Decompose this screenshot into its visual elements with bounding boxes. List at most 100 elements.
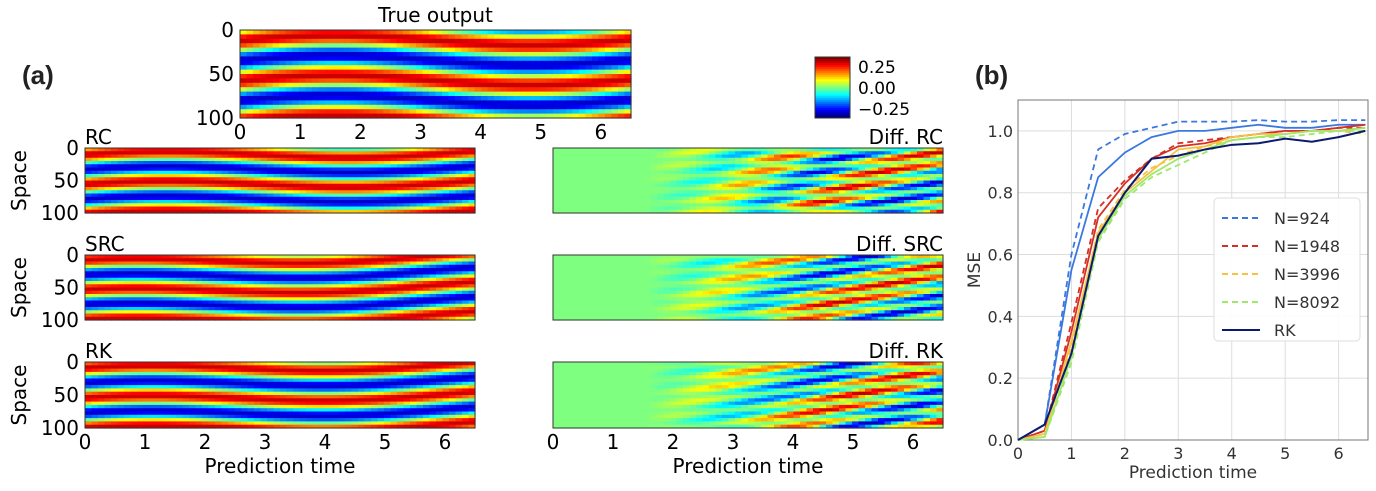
heatmap-cell [410, 151, 418, 156]
heatmap-cell [559, 91, 567, 97]
heatmap-cell [195, 200, 203, 204]
heatmap-cell [487, 38, 495, 44]
heatmap-cell [319, 151, 327, 156]
heatmap-cell [267, 414, 275, 419]
heatmap-cell [500, 109, 508, 115]
heatmap-cell [371, 294, 379, 298]
heatmap-cell [513, 74, 521, 79]
heatmap-cell [299, 378, 307, 383]
heatmap-cell [455, 261, 463, 266]
heatmap-cell [91, 365, 99, 370]
heatmap-cell [163, 297, 171, 302]
heatmap-cell [384, 180, 392, 185]
heatmap-cell [189, 362, 197, 366]
heatmap-cell [286, 203, 294, 208]
heatmap-cell [311, 91, 319, 97]
heatmap-cell [228, 310, 236, 315]
heatmap-cell [298, 87, 306, 93]
heatmap-cell [364, 148, 372, 152]
heatmap-cell [520, 38, 528, 44]
heatmap-cell [553, 183, 561, 188]
heatmap-cell [617, 30, 626, 35]
heatmap-cell [390, 271, 398, 276]
heatmap-cell [429, 151, 437, 156]
heatmap-cell [566, 157, 574, 162]
heatmap-cell [338, 177, 346, 182]
heatmap-cell [351, 418, 359, 422]
heatmap-cell [598, 100, 606, 106]
heatmap-cell [351, 421, 359, 426]
heatmap-cell [111, 287, 119, 292]
heatmap-cell [228, 261, 236, 266]
heatmap-cell [254, 268, 262, 272]
heatmap-cell [325, 307, 333, 311]
heatmap-cell [163, 365, 171, 370]
heatmap-cell [254, 408, 262, 413]
heatmap-cell [442, 401, 450, 406]
heatmap-cell [312, 421, 320, 426]
heatmap-cell [260, 271, 268, 276]
heatmap-cell [449, 196, 457, 201]
heatmap-cell [104, 258, 112, 263]
heatmap-cell [150, 148, 158, 152]
heatmap-cell [383, 82, 391, 88]
heatmap-cell [553, 206, 561, 211]
heatmap-cell [533, 30, 541, 35]
heatmap-cell [280, 167, 288, 172]
heatmap-cell [293, 287, 301, 292]
heatmap-cell [169, 307, 177, 311]
heatmap-cell [462, 401, 470, 406]
heatmap-cell [377, 271, 385, 276]
heatmap-cell [91, 180, 99, 185]
heatmap-cell [468, 170, 476, 175]
heatmap-cell [455, 177, 463, 182]
heatmap-cell [208, 157, 216, 162]
heatmap-cell [325, 378, 333, 383]
heatmap-cell [410, 313, 418, 318]
heatmap-cell [377, 170, 385, 175]
heatmap-cell [228, 200, 236, 204]
heatmap-cell [371, 307, 379, 311]
heatmap-cell [228, 371, 236, 376]
heatmap-cell [553, 200, 561, 204]
heatmap-cell [202, 303, 210, 308]
heatmap-cell [468, 408, 476, 413]
heatmap-cell [345, 398, 353, 403]
heatmap-cell [208, 287, 216, 292]
heatmap-cell [325, 274, 333, 279]
heatmap-cell [305, 109, 313, 115]
heatmap-cell [520, 91, 528, 97]
heatmap-cell [324, 69, 332, 75]
heatmap-cell [572, 109, 580, 115]
heatmap-cell [351, 167, 359, 172]
heatmap-cell [137, 255, 145, 259]
heatmap-cell [325, 157, 333, 162]
heatmap-cell [468, 196, 476, 201]
heatmap-cell [624, 47, 632, 53]
heatmap-cell [402, 43, 411, 49]
heatmap-cell [312, 378, 320, 383]
heatmap-cell [286, 408, 294, 413]
heatmap-cell [455, 209, 463, 214]
heatmap-cell [358, 316, 366, 321]
heatmap-cell [468, 164, 476, 169]
heatmap-cell [195, 180, 203, 185]
heatmap-cell [332, 287, 340, 292]
heatmap-cell [280, 391, 288, 396]
heatmap-cell [358, 187, 366, 191]
heatmap-cell [390, 255, 398, 259]
heatmap-cell [306, 391, 314, 396]
heatmap-cell [195, 391, 203, 396]
heatmap-cell [338, 287, 346, 292]
heatmap-cell [293, 177, 301, 182]
heatmap-cell [176, 378, 184, 383]
heatmap-cell [215, 303, 223, 308]
heatmap-cell [371, 421, 379, 426]
heatmap-cell [579, 177, 587, 182]
heatmap-cell [449, 183, 457, 188]
heatmap-cell [266, 34, 274, 40]
heatmap-cell [280, 287, 288, 292]
heatmap-cell [332, 307, 340, 311]
heatmap-cell [559, 30, 567, 35]
heatmap-cell [312, 164, 320, 169]
